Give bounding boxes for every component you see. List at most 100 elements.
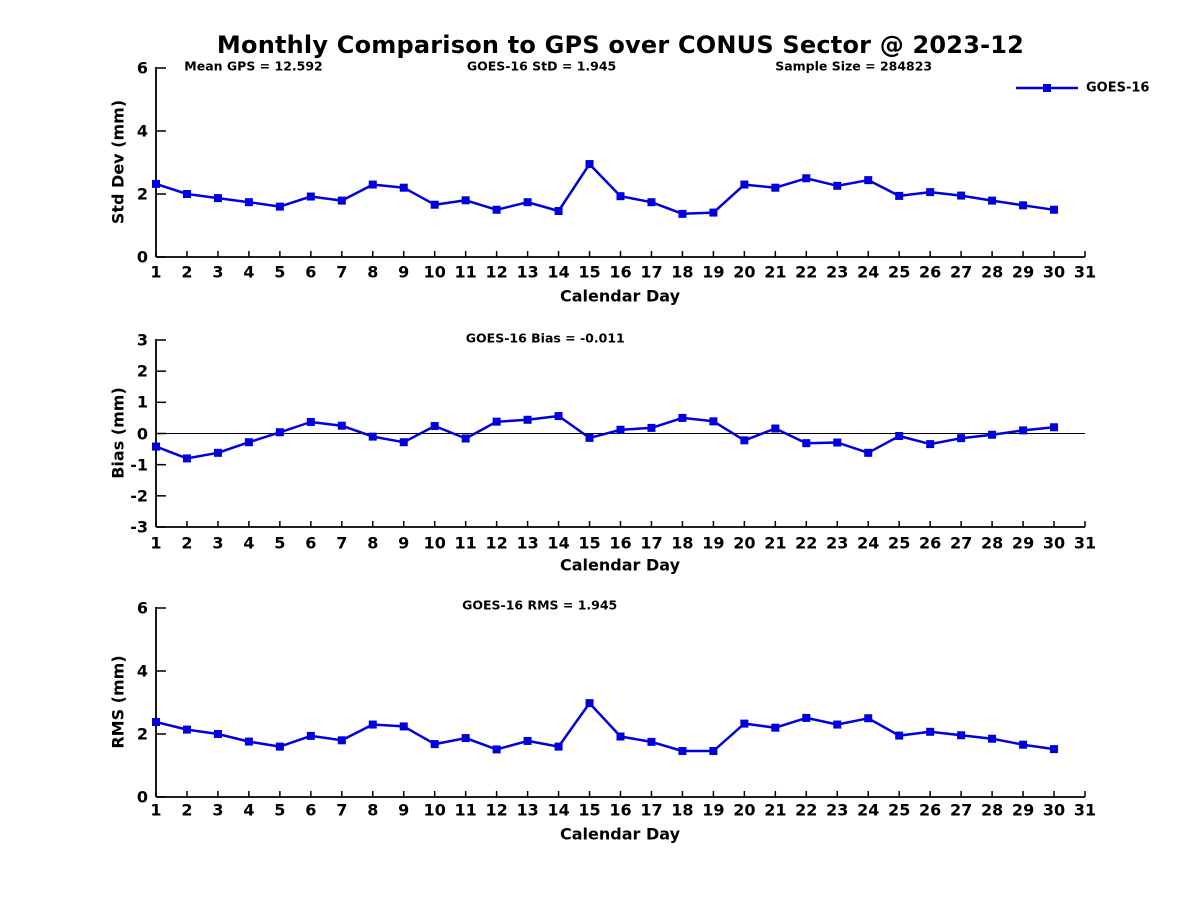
x-tick-label-rms: 14 [547,800,570,820]
x-tick-label-rms: 2 [181,800,193,820]
x-tick-label-stddev: 8 [367,262,379,282]
x-tick-label-stddev: 15 [578,262,601,282]
y-tick-label-stddev: 2 [136,184,148,204]
y-tick-label-rms: 6 [136,598,148,618]
data-point-marker-bias [585,433,594,442]
panel-annotation-stddev: Sample Size = 284823 [775,58,933,74]
x-tick-label-bias: 26 [919,533,942,553]
x-tick-label-bias: 7 [336,533,348,553]
x-tick-label-rms: 1 [150,800,162,820]
x-tick-label-bias: 18 [671,533,694,553]
data-point-marker-stddev [275,202,284,211]
x-tick-label-stddev: 22 [795,262,818,282]
y-tick-label-rms: 2 [136,724,148,744]
x-tick-label-bias: 16 [609,533,632,553]
data-point-marker-stddev [926,188,935,197]
data-point-marker-rms [182,725,191,734]
x-tick-label-stddev: 25 [888,262,911,282]
data-point-marker-rms [430,740,439,749]
x-tick-label-bias: 12 [485,533,508,553]
x-tick-label-rms: 10 [423,800,446,820]
x-tick-label-stddev: 20 [733,262,756,282]
data-point-marker-stddev [430,200,439,209]
panel-annotation-stddev: Mean GPS = 12.592 [184,58,323,74]
x-tick-label-stddev: 24 [857,262,880,282]
data-point-marker-stddev [554,207,563,216]
data-point-marker-stddev [523,198,532,207]
data-point-marker-stddev [492,205,501,214]
data-point-marker-rms [771,723,780,732]
y-tick-label-rms: 0 [136,787,148,807]
y-tick-label-bias: 1 [136,392,148,412]
x-tick-label-rms: 16 [609,800,632,820]
y-tick-label-rms: 4 [136,661,148,681]
data-point-marker-stddev [833,181,842,190]
x-tick-label-stddev: 12 [485,262,508,282]
data-point-marker-bias [368,432,377,441]
x-tick-label-bias: 17 [640,533,663,553]
data-point-marker-rms [988,734,997,743]
x-tick-label-bias: 6 [305,533,317,553]
x-tick-label-rms: 23 [826,800,849,820]
x-tick-label-stddev: 27 [949,262,973,282]
data-point-marker-stddev [337,196,346,205]
data-point-marker-rms [306,731,315,740]
data-point-marker-bias [771,424,780,433]
data-point-marker-rms [709,747,718,756]
x-axis-label-rms: Calendar Day [560,824,680,844]
x-tick-label-rms: 25 [888,800,911,820]
x-tick-label-rms: 12 [485,800,508,820]
x-tick-label-bias: 19 [702,533,725,553]
data-point-marker-stddev [1050,205,1059,214]
legend-marker-icon [1043,84,1051,92]
data-point-marker-rms [647,737,656,746]
x-tick-label-bias: 10 [423,533,446,553]
data-point-marker-rms [616,732,625,741]
y-tick-label-stddev: 0 [136,247,148,267]
x-tick-label-rms: 22 [795,800,818,820]
data-point-marker-bias [740,436,749,445]
x-tick-label-stddev: 21 [764,262,787,282]
x-tick-label-rms: 24 [857,800,880,820]
x-axis-label-bias: Calendar Day [560,555,680,575]
x-tick-label-rms: 7 [336,800,348,820]
x-tick-label-bias: 1 [150,533,162,553]
data-line-bias [155,414,1055,460]
y-axis-label-stddev: Std Dev (mm) [108,99,128,225]
x-tick-label-bias: 22 [795,533,818,553]
data-point-marker-bias [864,448,873,457]
x-tick-label-bias: 5 [274,533,286,553]
x-tick-label-stddev: 11 [454,262,477,282]
data-point-marker-stddev [864,176,873,185]
x-tick-label-stddev: 26 [919,262,942,282]
data-point-marker-rms [1050,745,1059,754]
data-point-marker-bias [152,442,160,451]
x-tick-label-rms: 31 [1073,800,1097,820]
data-point-marker-stddev [740,180,749,189]
data-point-marker-bias [678,413,687,422]
x-tick-label-bias: 23 [826,533,849,553]
data-point-marker-stddev [957,191,966,200]
data-point-marker-bias [399,438,408,447]
data-point-marker-rms [740,719,749,728]
data-point-marker-stddev [988,196,997,205]
x-tick-label-rms: 15 [578,800,601,820]
data-point-marker-bias [1050,423,1059,432]
x-tick-label-rms: 17 [640,800,663,820]
data-point-marker-rms [802,713,811,722]
data-point-marker-rms [678,747,687,756]
data-point-marker-rms [399,722,408,731]
x-tick-label-rms: 26 [919,800,942,820]
data-point-marker-rms [1019,740,1028,749]
data-point-marker-rms [492,745,501,754]
x-tick-label-bias: 30 [1042,533,1066,553]
data-point-marker-stddev [399,183,408,192]
data-point-marker-rms [213,730,222,738]
data-point-marker-bias [647,423,656,432]
x-tick-label-rms: 6 [305,800,317,820]
x-tick-label-bias: 3 [212,533,224,553]
data-point-marker-bias [306,417,315,426]
y-tick-label-bias: 0 [136,424,148,443]
data-point-marker-stddev [182,190,191,198]
